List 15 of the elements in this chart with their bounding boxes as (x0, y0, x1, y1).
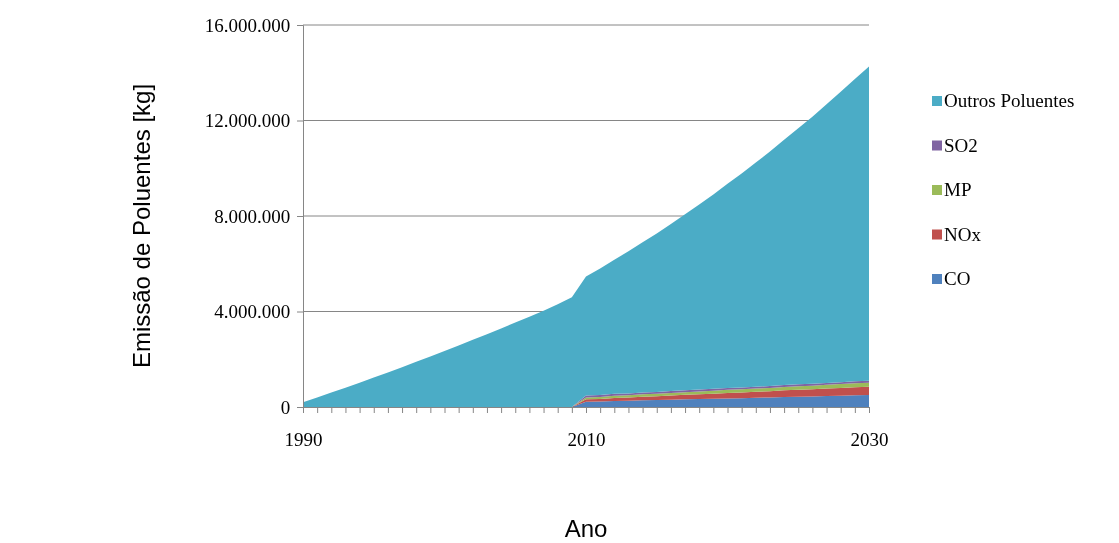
legend-label: MP (944, 179, 972, 200)
y-tick-label: 0 (280, 396, 291, 418)
legend-label: Outros Poluentes (944, 90, 1075, 111)
x-axis-title: Ano (564, 515, 608, 542)
y-tick-label: 4.000.000 (214, 301, 291, 323)
y-tick-label: 12.000.000 (204, 110, 291, 132)
x-tick-label: 2010 (567, 429, 606, 451)
y-axis-title: Emissão de Poluentes [kg] (128, 83, 155, 369)
x-tick-label: 2030 (850, 429, 889, 451)
legend-label: CO (944, 268, 971, 289)
y-tick-label: 16.000.000 (204, 14, 291, 36)
legend-label: NOx (944, 223, 982, 245)
legend-label: SO2 (944, 134, 978, 156)
x-tick-label: 1990 (284, 429, 323, 451)
y-tick-label: 8.000.000 (214, 205, 291, 227)
